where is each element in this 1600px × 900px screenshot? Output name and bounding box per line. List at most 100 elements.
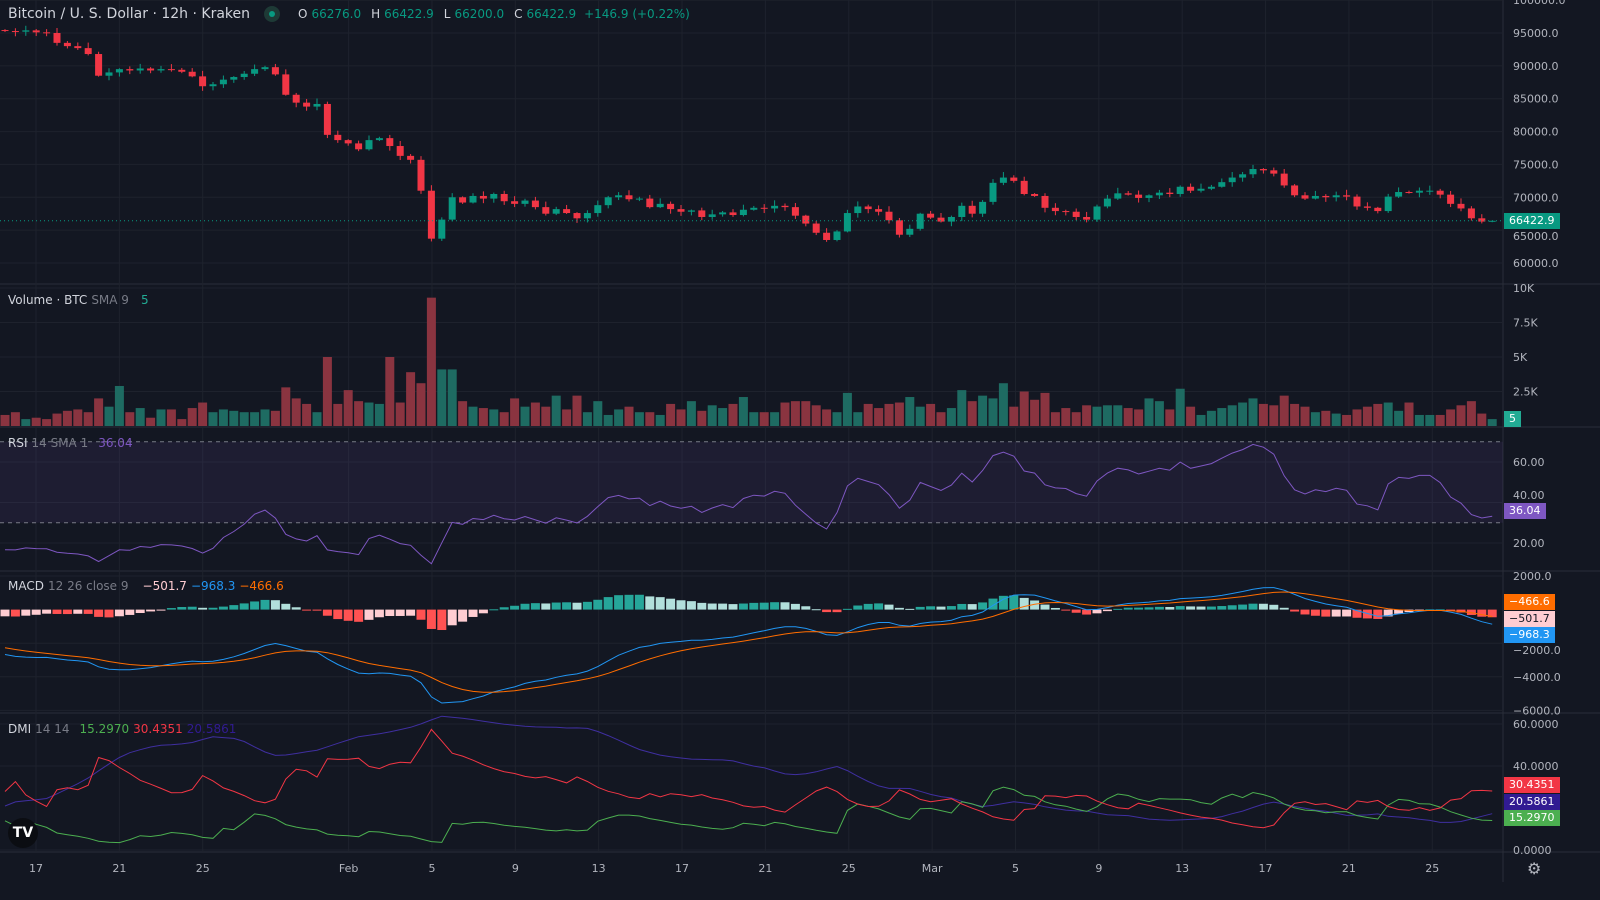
volume-bar <box>1248 398 1258 426</box>
dmi-minus-line <box>4 728 1493 829</box>
volume-bar <box>1373 403 1383 426</box>
volume-bar <box>104 406 114 426</box>
macd-histogram-bar <box>489 609 499 611</box>
tradingview-logo-icon[interactable]: TV <box>8 818 38 848</box>
candle-up <box>1239 174 1247 178</box>
candle-up <box>1218 182 1226 187</box>
low-label: L <box>443 7 451 21</box>
volume-legend[interactable]: Volume · BTC SMA 9 5 <box>8 293 149 307</box>
candle-up <box>105 72 113 76</box>
candle-down <box>760 207 768 209</box>
candle-up <box>1114 193 1122 199</box>
candle-down <box>646 198 654 208</box>
candle-down <box>178 69 186 72</box>
macd-histogram-bar <box>707 603 717 610</box>
macd-histogram-bar <box>447 609 457 626</box>
last-price-tag: 66422.9 <box>1504 213 1560 229</box>
rsi-axis-label: 40.00 <box>1513 489 1545 502</box>
volume-bar <box>458 401 468 426</box>
macd-histogram-bar <box>468 609 478 617</box>
dmi-legend[interactable]: DMI 14 14 15.2970 30.4351 20.5861 <box>8 722 236 736</box>
macd-histogram-bar <box>1238 604 1248 610</box>
volume-bar <box>582 412 592 426</box>
price-axis-label: 90000.0 <box>1513 60 1559 73</box>
macd-histogram-bar <box>978 602 988 610</box>
macd-axis-label: 2000.0 <box>1513 570 1552 583</box>
price-axis-label: 100000.0 <box>1513 0 1566 7</box>
time-axis-label: 21 <box>1342 862 1356 875</box>
macd-histogram-bar <box>218 606 228 610</box>
volume-bar <box>1019 391 1029 426</box>
volume-bar <box>874 408 884 426</box>
high-value: 66422.9 <box>384 7 434 21</box>
macd-histogram-bar <box>156 609 166 611</box>
volume-bar <box>884 403 894 426</box>
volume-bar <box>1362 406 1372 426</box>
time-axis-label: 25 <box>196 862 210 875</box>
macd-histogram-bar <box>946 606 956 610</box>
macd-axis-label: −2000.0 <box>1513 644 1561 657</box>
dmi-title: DMI <box>8 722 32 736</box>
time-axis-label: 13 <box>592 862 606 875</box>
volume-bar <box>1217 408 1227 426</box>
candle-down <box>167 69 175 71</box>
volume-bar <box>905 397 915 426</box>
price-axis-label: 65000.0 <box>1513 230 1559 243</box>
volume-bar <box>551 395 561 426</box>
macd-histogram-bar <box>1186 606 1196 610</box>
macd-histogram-bar <box>884 604 894 610</box>
candle-up <box>490 193 498 199</box>
candle-down <box>147 68 155 71</box>
volume-bar <box>988 398 998 426</box>
candle-down <box>95 54 103 76</box>
candle-down <box>355 143 363 150</box>
macd-histogram-bar <box>1342 609 1352 617</box>
macd-histogram-bar <box>260 599 270 610</box>
volume-bar <box>229 410 239 426</box>
volume-bar <box>926 403 936 426</box>
rsi-legend[interactable]: RSI 14 SMA 1 36.04 <box>8 436 133 450</box>
macd-histogram-bar <box>1154 606 1164 610</box>
candle-up <box>438 219 446 239</box>
candle-down <box>1031 193 1039 196</box>
candle-down <box>11 31 19 33</box>
volume-bar <box>1134 409 1144 426</box>
gear-icon[interactable]: ⚙ <box>1527 859 1542 878</box>
macd-histogram-bar <box>270 600 280 610</box>
candle-up <box>1249 169 1257 175</box>
volume-bar <box>42 419 52 426</box>
candle-down <box>781 205 789 208</box>
macd-legend[interactable]: MACD 12 26 close 9 −501.7 −968.3 −466.6 <box>8 579 284 593</box>
volume-bar <box>468 406 478 426</box>
macd-histogram-bar <box>416 609 426 620</box>
macd-histogram-bar <box>1092 609 1102 614</box>
macd-histogram-bar <box>177 607 187 610</box>
macd-histogram-bar <box>1009 595 1019 610</box>
macd-histogram-bar <box>728 604 738 610</box>
volume-bar <box>302 403 312 426</box>
volume-bar <box>1196 414 1206 426</box>
candle-down <box>271 67 279 75</box>
rsi-axis-label: 20.00 <box>1513 537 1545 550</box>
candle-down <box>500 193 508 202</box>
macd-histogram-bar <box>426 609 436 629</box>
symbol-title[interactable]: Bitcoin / U. S. Dollar · 12h · Kraken <box>8 6 251 22</box>
candle-up <box>1197 188 1205 191</box>
macd-histogram-bar <box>1321 609 1331 617</box>
candle-up <box>136 68 144 71</box>
macd-histogram-bar <box>1310 609 1320 616</box>
candle-down <box>1051 207 1059 212</box>
axes: 17 21 25 Feb 5 9 13 17 21 25 Mar 5 9 13 17 21 25 100000.0… <box>29 0 1566 875</box>
price-axis-label: 80000.0 <box>1513 126 1559 139</box>
rsi-axis-label: 60.00 <box>1513 456 1545 469</box>
volume-bar <box>1446 409 1456 426</box>
macd-histogram-bar <box>1279 607 1289 610</box>
candle-up <box>209 84 217 87</box>
macd-histogram-bar <box>1206 606 1216 610</box>
candle-down <box>1447 194 1455 204</box>
macd-histogram-bar <box>1394 609 1404 614</box>
volume-bar <box>1113 405 1123 426</box>
volume-bar <box>842 392 852 426</box>
candle-up <box>1395 192 1403 197</box>
